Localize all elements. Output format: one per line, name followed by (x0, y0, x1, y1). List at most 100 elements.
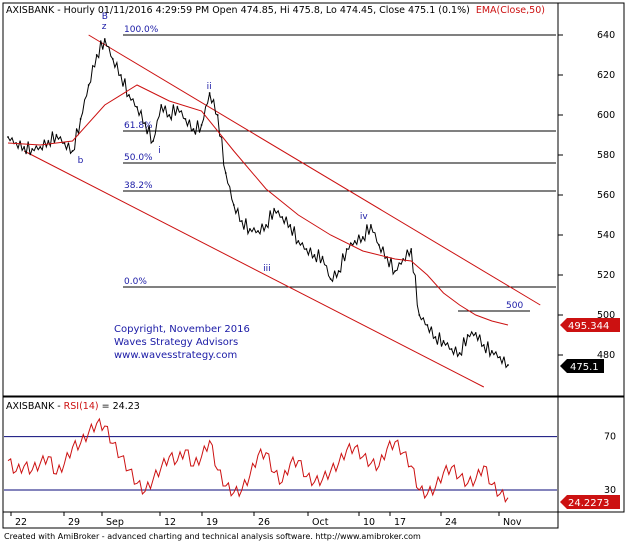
date-axis-frame (2, 511, 559, 529)
x-tick-label-3: 12 (164, 517, 176, 528)
price-point-37 (305, 248, 308, 250)
price-tick-label-620: 620 (597, 70, 615, 81)
price-point-0 (7, 136, 9, 138)
price-point-53 (434, 336, 437, 338)
footer-credit: Created with AmiBroker - advanced charti… (4, 532, 421, 541)
x-tick-label-6: Oct (312, 517, 329, 528)
price-point-12 (103, 38, 106, 40)
price-point-59 (482, 344, 485, 346)
price-point-3 (31, 148, 34, 150)
price-point-20 (168, 114, 171, 116)
x-tick-label-2: Sep (106, 517, 124, 528)
channel-line-1 (23, 150, 485, 388)
channel-line-0 (88, 34, 541, 306)
wave-label-b: b (78, 156, 84, 166)
price-point-2 (23, 146, 26, 148)
header-info: - Hourly 01/11/2016 4:29:59 PM Open 474.… (54, 5, 470, 16)
channel-layer (23, 34, 541, 388)
price-point-8 (71, 150, 74, 152)
price-point-25 (208, 92, 211, 94)
price-point-10 (87, 84, 90, 86)
price-point-24 (200, 124, 203, 126)
fib-label-2: 50.0% (124, 153, 153, 163)
price-point-61 (499, 356, 501, 358)
x-tick-label-1: 29 (68, 517, 80, 528)
price-point-23 (192, 128, 195, 130)
fib-label-1: 61.8% (124, 121, 153, 131)
rsi-header: AXISBANK - RSI(14) = 24.23 (6, 401, 140, 412)
wave-label-z: z (102, 22, 107, 32)
price-point-11 (95, 54, 98, 56)
fib-label-3: 38.2% (124, 181, 153, 191)
price-point-32 (265, 224, 267, 226)
price-tick-label-540: 540 (597, 230, 615, 241)
price-point-43 (353, 240, 356, 242)
price-point-6 (55, 134, 58, 136)
price-point-41 (337, 270, 340, 272)
wave-label-B: B (102, 12, 108, 22)
price-point-62 (507, 364, 509, 366)
copyright-line-1: Copyright, November 2016 (114, 324, 250, 335)
price-point-44 (361, 236, 364, 238)
ema-line (7, 84, 509, 326)
header-symbol: AXISBANK (6, 5, 55, 16)
price-point-46 (378, 244, 380, 246)
price-point-17 (144, 122, 146, 124)
copyright-line-3: www.wavesstrategy.com (114, 350, 237, 361)
rsi-badge-text: 24.2273 (568, 498, 609, 509)
price-point-18 (152, 140, 155, 142)
x-tick-label-4: 19 (206, 517, 218, 528)
close-price-badge: 475.1 (560, 359, 604, 373)
price-point-15 (128, 94, 130, 96)
price-point-13 (111, 58, 114, 60)
price-point-42 (345, 248, 348, 250)
wave-label-iii: iii (263, 264, 271, 274)
wave-label-ii: ii (207, 82, 212, 92)
price-point-33 (273, 208, 276, 210)
price-point-60 (490, 350, 493, 352)
chart-header: AXISBANK - Hourly 01/11/2016 4:29:59 PM … (6, 5, 545, 16)
price-tick-label-560: 560 (597, 190, 615, 201)
fib-label-5: 500 (506, 301, 523, 311)
price-point-4 (39, 146, 42, 148)
price-panel-frame (2, 2, 559, 397)
price-point-58 (474, 332, 477, 334)
price-point-16 (136, 106, 138, 108)
wave-label-iv: iv (360, 212, 369, 222)
price-point-54 (442, 340, 445, 342)
price-point-39 (321, 256, 324, 258)
wave-label-i: i (158, 146, 161, 156)
price-tick-label-580: 580 (597, 150, 615, 161)
price-y-axis: 480 500 520 540 560 580 600 620 640 (558, 30, 615, 361)
x-tick-label-5: 26 (258, 517, 270, 528)
rsi-line (7, 417, 509, 504)
rsi-axis-frame (557, 396, 625, 513)
price-point-5 (47, 140, 50, 142)
x-tick-label-10: Nov (503, 517, 522, 528)
price-point-28 (232, 204, 235, 206)
price-point-56 (458, 352, 461, 354)
price-point-26 (216, 114, 219, 116)
price-point-19 (160, 104, 163, 106)
price-point-50 (410, 248, 413, 250)
date-x-axis: 22 29 Sep 12 19 26 Oct 10 17 24 Nov (10, 512, 522, 528)
price-tick-label-500: 500 (597, 310, 615, 321)
price-point-55 (450, 348, 453, 350)
ema-price-badge: 495.344 (560, 318, 620, 332)
copyright-line-2: Waves Strategy Advisors (114, 337, 238, 348)
rsi-badge: 24.2273 (560, 495, 620, 509)
price-tick-label-520: 520 (597, 270, 615, 281)
price-point-21 (176, 106, 179, 108)
price-tick-label-640: 640 (597, 30, 615, 41)
rsi-panel-frame (2, 396, 559, 513)
price-point-27 (224, 172, 227, 174)
price-point-45 (370, 224, 372, 226)
rsi-value: = 24.23 (99, 401, 140, 412)
price-point-57 (466, 334, 469, 336)
rsi-layer: 30 70 (4, 417, 616, 504)
x-tick-label-9: 24 (445, 517, 457, 528)
price-tick-label-480: 480 (597, 350, 615, 361)
price-point-38 (313, 254, 316, 256)
